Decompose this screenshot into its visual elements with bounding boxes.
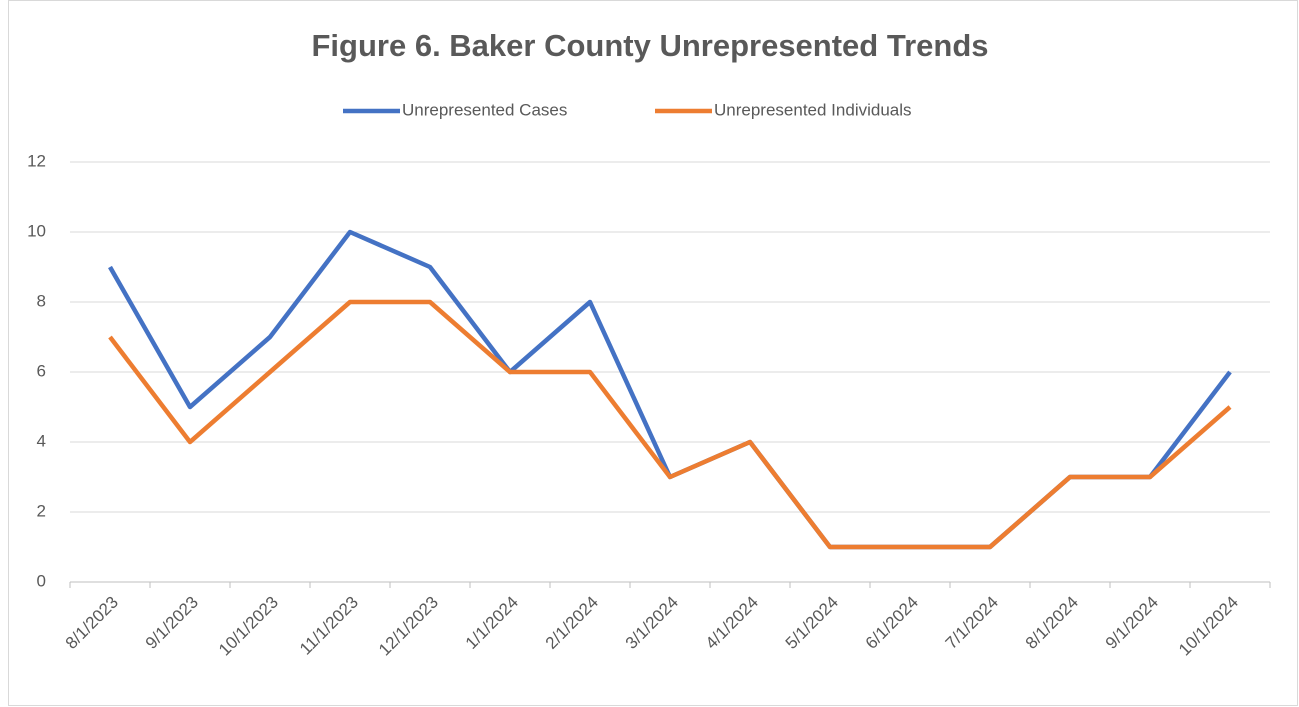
chart-title: Figure 6. Baker County Unrepresented Tre… (311, 28, 988, 63)
chart-border (8, 0, 1298, 706)
x-tick-label: 8/1/2024 (1022, 593, 1082, 653)
y-tick-label: 2 (37, 501, 46, 520)
x-tick-label: 6/1/2024 (862, 593, 922, 653)
x-tick-label: 11/1/2023 (296, 593, 362, 659)
x-tick-label: 2/1/2024 (542, 593, 602, 653)
series-line (108, 229, 1232, 550)
y-tick-label: 4 (37, 431, 46, 450)
x-tick-label: 9/1/2024 (1102, 593, 1162, 653)
x-tick-label: 10/1/2023 (215, 593, 282, 660)
series-line (108, 299, 1232, 550)
y-tick-label: 6 (37, 361, 46, 380)
x-tick-label: 5/1/2024 (782, 593, 842, 653)
y-tick-label: 10 (27, 221, 46, 240)
y-tick-label: 0 (37, 571, 46, 590)
x-tick-label: 7/1/2024 (942, 593, 1002, 653)
x-tick-label: 9/1/2023 (142, 593, 202, 653)
x-tick-label: 12/1/2023 (375, 593, 442, 660)
x-tick-label: 8/1/2023 (62, 593, 122, 653)
x-tick-label: 3/1/2024 (622, 593, 682, 653)
x-tick-label: 4/1/2024 (702, 593, 762, 653)
legend-label: Unrepresented Cases (402, 100, 567, 119)
y-tick-label: 12 (27, 151, 46, 170)
legend-label: Unrepresented Individuals (714, 100, 912, 119)
x-tick-label: 10/1/2024 (1175, 593, 1242, 660)
y-tick-label: 8 (37, 291, 46, 310)
x-tick-label: 1/1/2024 (462, 593, 522, 653)
